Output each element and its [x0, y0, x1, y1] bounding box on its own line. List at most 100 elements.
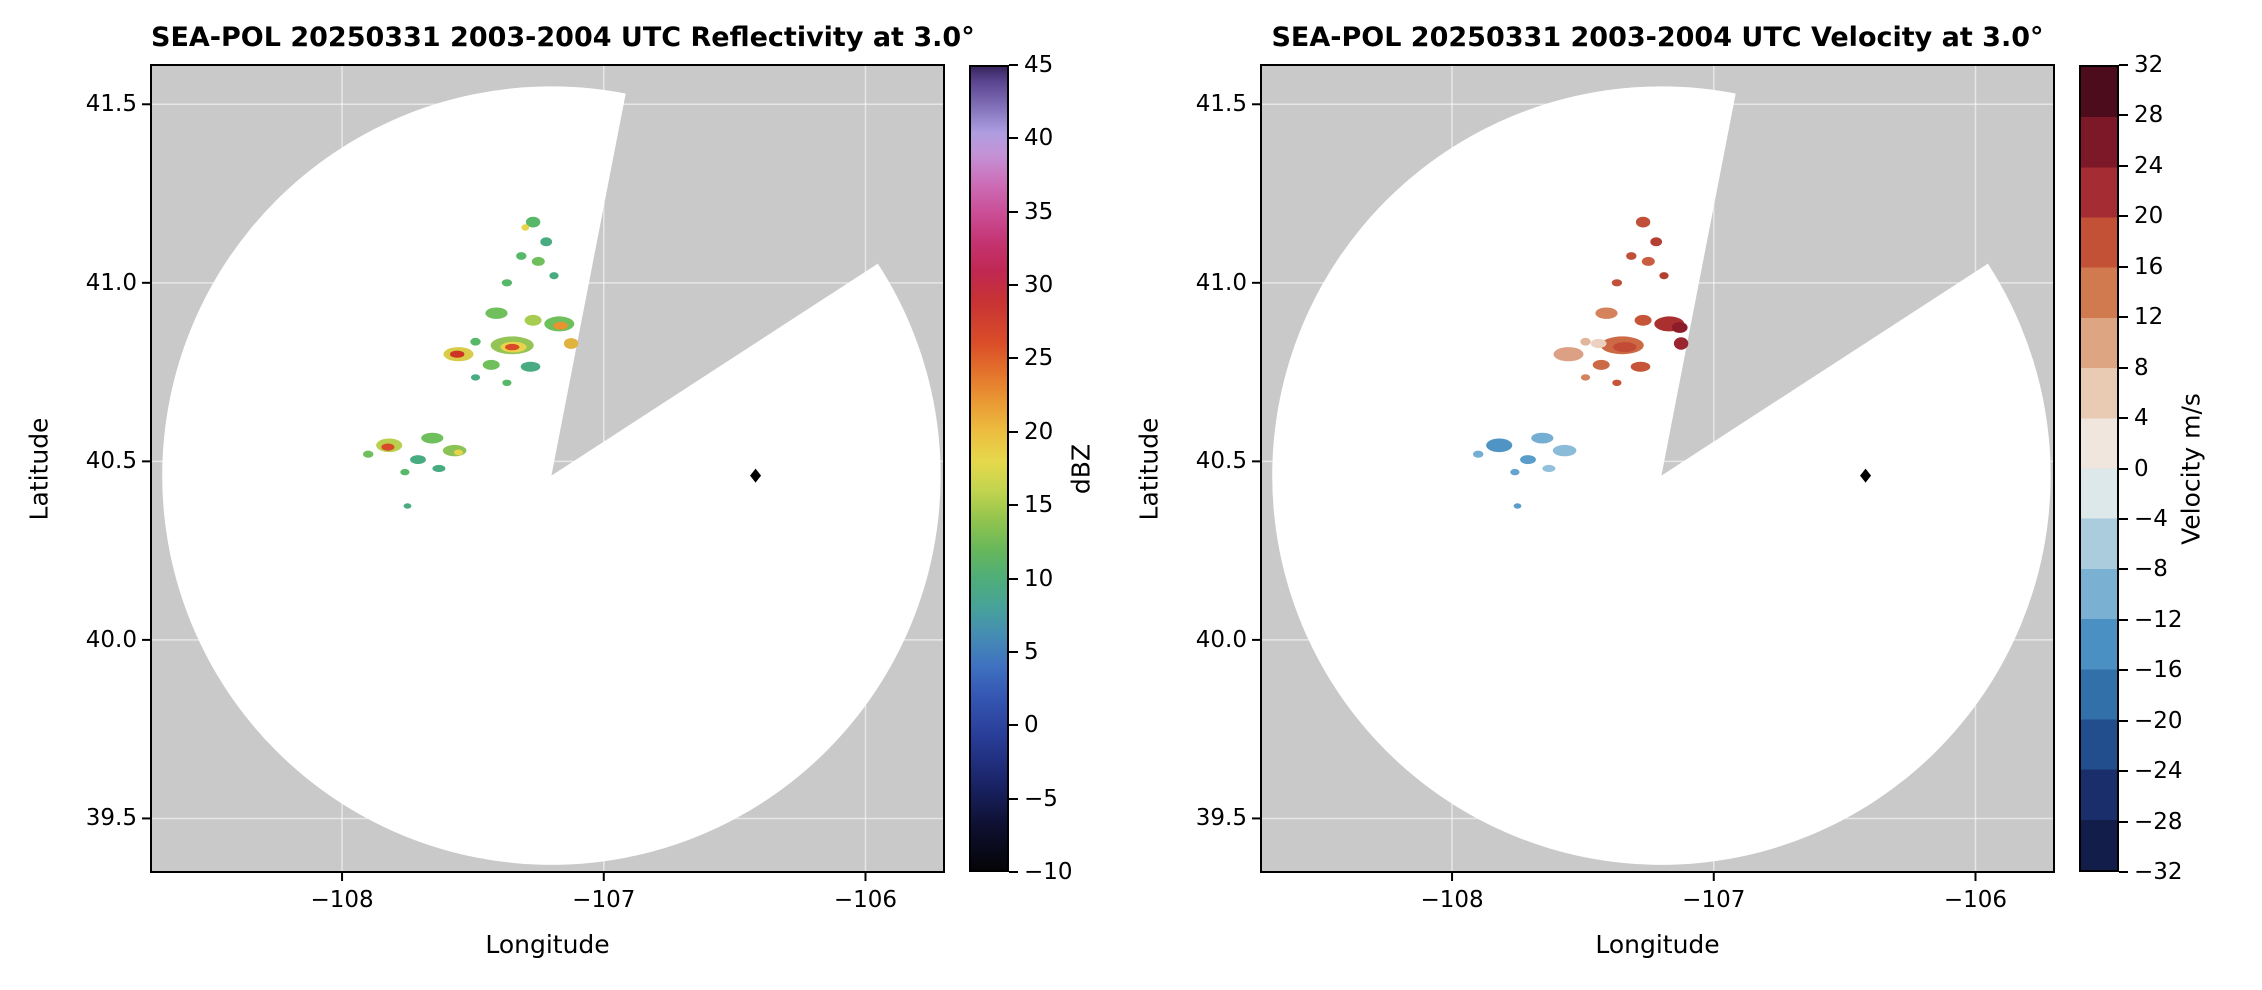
colorbar-tick: [2119, 467, 2128, 470]
x-tick-label: −106: [1943, 887, 2008, 913]
colorbar-tick-label: 40: [1024, 125, 1054, 152]
echo-cell: [1671, 322, 1688, 333]
echo-cell: [410, 455, 426, 465]
colorbar-tick-label: 16: [2134, 253, 2164, 280]
echo-cell: [485, 307, 508, 319]
colorbar-tick: [2119, 114, 2128, 117]
colorbar-tick: [1009, 64, 1018, 66]
echo-cell: [540, 237, 553, 247]
reflectivity-title: SEA-POL 20250331 2003-2004 UTC Reflectiv…: [151, 22, 975, 53]
echo-cell: [501, 279, 513, 287]
colorbar-tick-label: 45: [1024, 52, 1054, 78]
reflectivity-colorbar-label: dBZ: [1066, 443, 1096, 494]
colorbar-tick: [1009, 797, 1018, 800]
colorbar-tick-label: 20: [1024, 418, 1054, 445]
echo-cell: [505, 343, 520, 351]
echo-cell: [1531, 432, 1554, 444]
echo-cell: [549, 272, 559, 280]
colorbar-tick-label: −12: [2134, 606, 2183, 633]
echo-cell: [1611, 279, 1623, 287]
colorbar-tick: [2119, 568, 2128, 571]
x-tick-label: −106: [833, 887, 898, 913]
echo-cell: [1626, 252, 1637, 260]
echo-cell: [363, 450, 374, 458]
colorbar-tick-label: 28: [2134, 102, 2164, 129]
reflectivity-colorbar: [969, 65, 1009, 872]
y-tick-label: 40.5: [85, 448, 137, 475]
echo-cell: [502, 379, 512, 386]
colorbar-tick-label: −4: [2134, 505, 2168, 532]
echo-cell: [1659, 272, 1669, 280]
x-tick-label: −107: [1682, 887, 1746, 913]
velocity-plot-area: [1252, 64, 2055, 881]
echo-cell: [470, 374, 481, 381]
missing-data-sector: [551, 65, 944, 476]
colorbar-tick-label: −28: [2134, 808, 2183, 835]
x-tick-label: −107: [572, 887, 636, 913]
echo-cell: [524, 314, 542, 326]
colorbar-tick-label: 5: [1024, 638, 1039, 665]
colorbar-tick: [2119, 265, 2128, 268]
colorbar-tick: [2119, 517, 2128, 520]
echo-cell: [442, 444, 467, 457]
echo-cell: [1592, 359, 1610, 370]
echo-cell: [1513, 503, 1522, 509]
echo-cell: [563, 338, 579, 349]
echo-cell: [453, 449, 464, 456]
echo-cell: [381, 443, 395, 451]
y-tick-label: 40.0: [1195, 626, 1247, 653]
colorbar-tick: [1009, 871, 1018, 873]
colorbar-tick: [2119, 618, 2128, 621]
echo-cell: [1580, 337, 1591, 346]
colorbar-tick-label: 32: [2134, 52, 2164, 78]
echo-cell: [450, 350, 465, 358]
echo-cell: [1635, 216, 1651, 228]
colorbar-tick: [1009, 357, 1018, 360]
colorbar-tick-label: 10: [1024, 565, 1054, 592]
colorbar-tick-label: −10: [1024, 859, 1073, 885]
colorbar-tick-label: −32: [2134, 859, 2183, 885]
echo-cell: [1542, 464, 1556, 473]
colorbar-tick-label: −24: [2134, 758, 2183, 785]
colorbar-tick: [2119, 64, 2128, 66]
colorbar-tick-label: 12: [2134, 304, 2164, 331]
echo-cell: [1580, 374, 1591, 381]
colorbar-tick: [2119, 316, 2128, 319]
echo-cell: [1553, 347, 1584, 362]
colorbar-tick-label: 25: [1024, 345, 1054, 372]
colorbar-tick: [1009, 650, 1018, 653]
colorbar-tick-label: 0: [1024, 712, 1039, 739]
echo-cell: [403, 503, 412, 509]
echo-cell: [1630, 361, 1651, 372]
site-marker: [1860, 468, 1872, 483]
colorbar-tick-label: 20: [2134, 203, 2164, 230]
echo-cell: [520, 361, 541, 372]
colorbar-tick: [1009, 210, 1018, 213]
echo-cell: [1486, 438, 1513, 453]
y-tick-label: 40.5: [1195, 448, 1247, 475]
colorbar-tick: [2119, 871, 2128, 873]
echo-cell: [1612, 379, 1622, 386]
colorbar-tick: [1009, 137, 1018, 140]
echo-cell: [525, 216, 541, 228]
echo-cell: [1590, 338, 1607, 349]
colorbar-tick: [2119, 417, 2128, 420]
echo-cell: [1613, 342, 1637, 353]
echo-cell: [400, 468, 410, 476]
y-tick-label: 41.0: [1195, 269, 1247, 296]
echo-cell: [421, 432, 444, 444]
colorbar-tick-label: −5: [1024, 785, 1058, 812]
echo-cell: [470, 337, 481, 346]
velocity-x-axis-label: Longitude: [1595, 930, 1720, 959]
colorbar-tick-label: −8: [2134, 556, 2168, 583]
echo-cell: [1650, 237, 1663, 247]
colorbar-tick-label: 35: [1024, 198, 1054, 225]
colorbar-tick: [2119, 366, 2128, 369]
echo-cell: [553, 321, 568, 330]
colorbar-tick: [1009, 284, 1018, 287]
y-tick-label: 41.0: [85, 269, 137, 296]
colorbar-tick-label: −20: [2134, 707, 2183, 734]
colorbar-tick-label: 8: [2134, 354, 2149, 381]
echo-cell: [432, 464, 446, 473]
